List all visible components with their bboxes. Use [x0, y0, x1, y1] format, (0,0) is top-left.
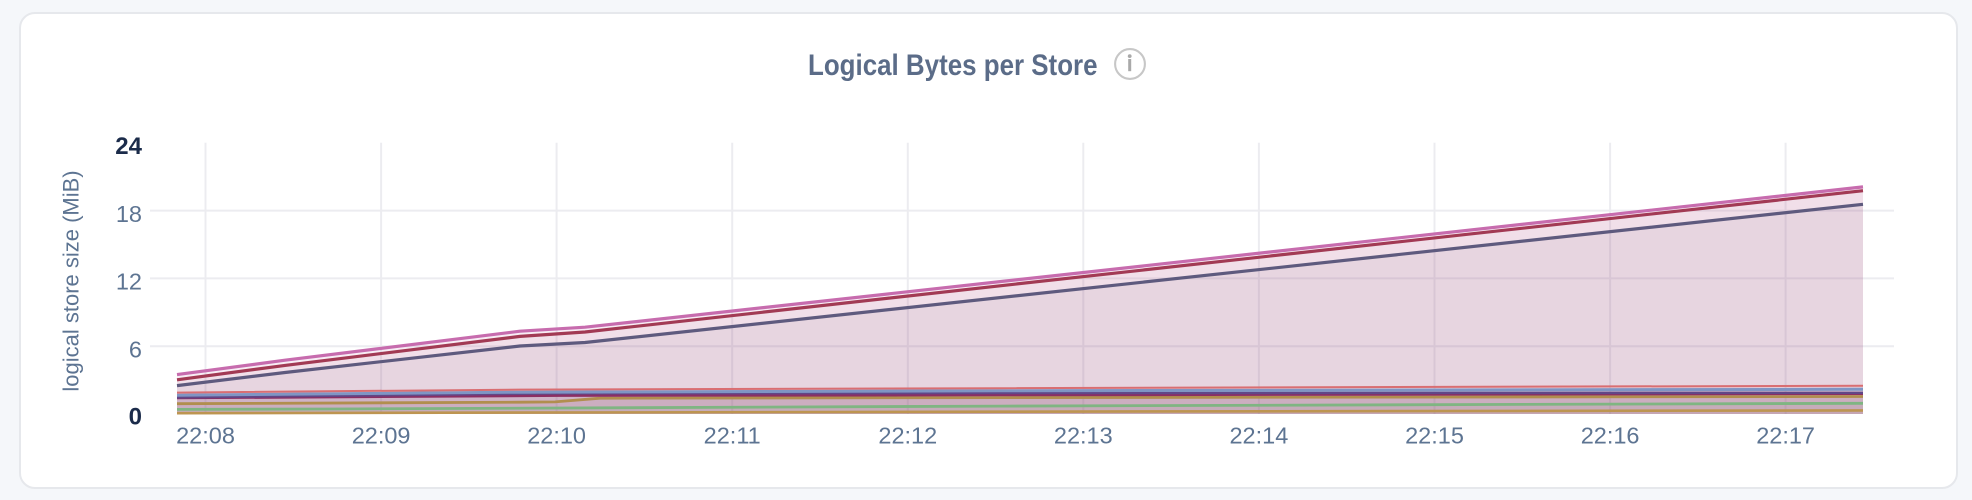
svg-text:22:12: 22:12	[878, 423, 937, 449]
svg-text:0: 0	[129, 404, 142, 431]
svg-text:22:08: 22:08	[176, 423, 235, 449]
svg-text:22:10: 22:10	[527, 423, 586, 449]
svg-text:22:15: 22:15	[1405, 423, 1464, 449]
svg-text:18: 18	[116, 201, 142, 227]
svg-text:22:14: 22:14	[1229, 423, 1288, 449]
svg-text:22:11: 22:11	[704, 423, 761, 449]
svg-text:22:09: 22:09	[352, 423, 411, 449]
svg-text:22:17: 22:17	[1756, 423, 1815, 449]
svg-text:24: 24	[115, 133, 142, 160]
svg-text:22:16: 22:16	[1581, 423, 1640, 449]
svg-text:22:13: 22:13	[1054, 423, 1113, 449]
svg-text:12: 12	[116, 269, 142, 295]
svg-text:logical store size (MiB): logical store size (MiB)	[59, 170, 84, 391]
svg-text:6: 6	[129, 336, 142, 362]
